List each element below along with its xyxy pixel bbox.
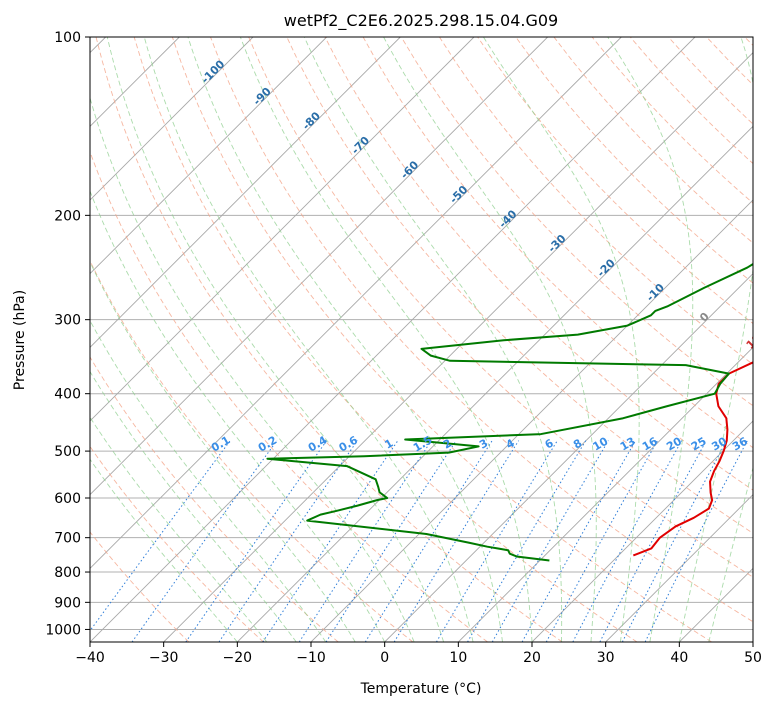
- y-tick-label: 300: [54, 313, 81, 329]
- x-tick-label: 30: [597, 650, 615, 666]
- y-axis-label: Pressure (hPa): [12, 290, 28, 390]
- x-tick-label: 10: [449, 650, 467, 666]
- x-axis-label: Temperature (°C): [360, 681, 482, 697]
- y-tick-label: 600: [54, 491, 81, 507]
- y-tick-label: 200: [54, 208, 81, 224]
- y-tick-label: 900: [54, 595, 81, 611]
- y-tick-label: 700: [54, 531, 81, 547]
- x-tick-label: 0: [380, 650, 389, 666]
- y-tick-label: 100: [54, 30, 81, 46]
- x-tick-label: 20: [523, 650, 541, 666]
- x-tick-label: 40: [670, 650, 688, 666]
- y-tick-label: 400: [54, 387, 81, 403]
- x-tick-label: −40: [75, 650, 105, 666]
- x-tick-label: 50: [744, 650, 762, 666]
- x-tick-label: −30: [149, 650, 179, 666]
- y-tick-label: 800: [54, 565, 81, 581]
- y-tick-label: 1000: [45, 622, 81, 638]
- y-tick-label: 500: [54, 444, 81, 460]
- x-tick-label: −20: [223, 650, 253, 666]
- chart-title: wetPf2_C2E6.2025.298.15.04.G09: [284, 11, 558, 31]
- x-tick-label: −10: [296, 650, 326, 666]
